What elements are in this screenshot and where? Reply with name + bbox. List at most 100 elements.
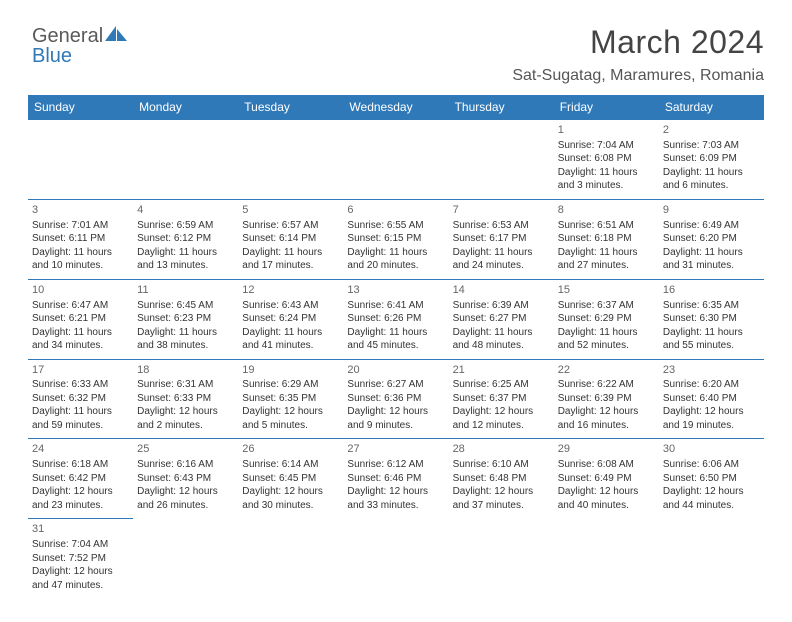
- sunset-text: Sunset: 6:42 PM: [32, 472, 129, 486]
- day-number: 16: [663, 283, 760, 298]
- sunrise-text: Sunrise: 6:35 AM: [663, 299, 760, 313]
- weekday-header: Sunday: [28, 95, 133, 120]
- sunset-text: Sunset: 6:35 PM: [242, 392, 339, 406]
- calendar-day-cell: [343, 120, 448, 200]
- day-number: 14: [453, 283, 550, 298]
- sunrise-text: Sunrise: 6:37 AM: [558, 299, 655, 313]
- day-number: 12: [242, 283, 339, 298]
- daylight-text: Daylight: 12 hours and 2 minutes.: [137, 405, 234, 432]
- sunrise-text: Sunrise: 7:04 AM: [558, 139, 655, 153]
- sunset-text: Sunset: 6:20 PM: [663, 232, 760, 246]
- daylight-text: Daylight: 12 hours and 37 minutes.: [453, 485, 550, 512]
- daylight-text: Daylight: 11 hours and 59 minutes.: [32, 405, 129, 432]
- day-number: 10: [32, 283, 129, 298]
- weekday-header: Monday: [133, 95, 238, 120]
- daylight-text: Daylight: 12 hours and 47 minutes.: [32, 565, 129, 592]
- calendar-day-cell: 8Sunrise: 6:51 AMSunset: 6:18 PMDaylight…: [554, 199, 659, 279]
- calendar-day-cell: 23Sunrise: 6:20 AMSunset: 6:40 PMDayligh…: [659, 359, 764, 439]
- day-number: 15: [558, 283, 655, 298]
- day-number: 13: [347, 283, 444, 298]
- weekday-header: Thursday: [449, 95, 554, 120]
- weekday-header: Wednesday: [343, 95, 448, 120]
- daylight-text: Daylight: 11 hours and 34 minutes.: [32, 326, 129, 353]
- sunset-text: Sunset: 6:12 PM: [137, 232, 234, 246]
- sunset-text: Sunset: 6:18 PM: [558, 232, 655, 246]
- day-number: 18: [137, 363, 234, 378]
- sunrise-text: Sunrise: 6:33 AM: [32, 378, 129, 392]
- calendar-table: SundayMondayTuesdayWednesdayThursdayFrid…: [28, 95, 764, 598]
- sunrise-text: Sunrise: 6:39 AM: [453, 299, 550, 313]
- daylight-text: Daylight: 11 hours and 31 minutes.: [663, 246, 760, 273]
- sunrise-text: Sunrise: 6:41 AM: [347, 299, 444, 313]
- sunset-text: Sunset: 6:46 PM: [347, 472, 444, 486]
- sunset-text: Sunset: 6:40 PM: [663, 392, 760, 406]
- sunset-text: Sunset: 6:08 PM: [558, 152, 655, 166]
- sunrise-text: Sunrise: 7:04 AM: [32, 538, 129, 552]
- sunset-text: Sunset: 6:27 PM: [453, 312, 550, 326]
- sunrise-text: Sunrise: 6:59 AM: [137, 219, 234, 233]
- calendar-day-cell: [238, 519, 343, 598]
- calendar-day-cell: 11Sunrise: 6:45 AMSunset: 6:23 PMDayligh…: [133, 279, 238, 359]
- day-number: 28: [453, 442, 550, 457]
- calendar-day-cell: [238, 120, 343, 200]
- sunset-text: Sunset: 6:15 PM: [347, 232, 444, 246]
- weekday-header: Saturday: [659, 95, 764, 120]
- logo-part2: Blue: [32, 45, 72, 67]
- sunset-text: Sunset: 6:09 PM: [663, 152, 760, 166]
- location-subtitle: Sat-Sugatag, Maramures, Romania: [28, 67, 764, 85]
- calendar-day-cell: 3Sunrise: 7:01 AMSunset: 6:11 PMDaylight…: [28, 199, 133, 279]
- day-number: 22: [558, 363, 655, 378]
- daylight-text: Daylight: 11 hours and 3 minutes.: [558, 166, 655, 193]
- sunset-text: Sunset: 6:11 PM: [32, 232, 129, 246]
- header: March 2024 Sat-Sugatag, Maramures, Roman…: [28, 24, 764, 85]
- sunrise-text: Sunrise: 6:25 AM: [453, 378, 550, 392]
- sunset-text: Sunset: 6:43 PM: [137, 472, 234, 486]
- calendar-day-cell: 4Sunrise: 6:59 AMSunset: 6:12 PMDaylight…: [133, 199, 238, 279]
- calendar-day-cell: 7Sunrise: 6:53 AMSunset: 6:17 PMDaylight…: [449, 199, 554, 279]
- sunset-text: Sunset: 6:45 PM: [242, 472, 339, 486]
- daylight-text: Daylight: 11 hours and 52 minutes.: [558, 326, 655, 353]
- day-number: 9: [663, 203, 760, 218]
- calendar-day-cell: 1Sunrise: 7:04 AMSunset: 6:08 PMDaylight…: [554, 120, 659, 200]
- daylight-text: Daylight: 11 hours and 17 minutes.: [242, 246, 339, 273]
- daylight-text: Daylight: 11 hours and 6 minutes.: [663, 166, 760, 193]
- calendar-day-cell: 16Sunrise: 6:35 AMSunset: 6:30 PMDayligh…: [659, 279, 764, 359]
- sunset-text: Sunset: 6:17 PM: [453, 232, 550, 246]
- calendar-day-cell: 22Sunrise: 6:22 AMSunset: 6:39 PMDayligh…: [554, 359, 659, 439]
- sunset-text: Sunset: 6:37 PM: [453, 392, 550, 406]
- sunset-text: Sunset: 7:52 PM: [32, 552, 129, 566]
- daylight-text: Daylight: 11 hours and 38 minutes.: [137, 326, 234, 353]
- sunrise-text: Sunrise: 6:53 AM: [453, 219, 550, 233]
- calendar-day-cell: 9Sunrise: 6:49 AMSunset: 6:20 PMDaylight…: [659, 199, 764, 279]
- sunrise-text: Sunrise: 6:22 AM: [558, 378, 655, 392]
- sunset-text: Sunset: 6:33 PM: [137, 392, 234, 406]
- daylight-text: Daylight: 11 hours and 20 minutes.: [347, 246, 444, 273]
- calendar-day-cell: 6Sunrise: 6:55 AMSunset: 6:15 PMDaylight…: [343, 199, 448, 279]
- day-number: 25: [137, 442, 234, 457]
- logo-sail-icon: [105, 25, 127, 47]
- brand-logo: GeneralBlue: [32, 26, 127, 66]
- day-number: 30: [663, 442, 760, 457]
- day-number: 8: [558, 203, 655, 218]
- sunset-text: Sunset: 6:24 PM: [242, 312, 339, 326]
- calendar-day-cell: [133, 519, 238, 598]
- logo-part1: General: [32, 25, 103, 47]
- calendar-day-cell: 21Sunrise: 6:25 AMSunset: 6:37 PMDayligh…: [449, 359, 554, 439]
- sunset-text: Sunset: 6:23 PM: [137, 312, 234, 326]
- day-number: 19: [242, 363, 339, 378]
- sunrise-text: Sunrise: 6:08 AM: [558, 458, 655, 472]
- day-number: 31: [32, 522, 129, 537]
- sunset-text: Sunset: 6:39 PM: [558, 392, 655, 406]
- daylight-text: Daylight: 12 hours and 9 minutes.: [347, 405, 444, 432]
- daylight-text: Daylight: 11 hours and 48 minutes.: [453, 326, 550, 353]
- daylight-text: Daylight: 12 hours and 12 minutes.: [453, 405, 550, 432]
- sunset-text: Sunset: 6:32 PM: [32, 392, 129, 406]
- sunset-text: Sunset: 6:14 PM: [242, 232, 339, 246]
- calendar-week-row: 1Sunrise: 7:04 AMSunset: 6:08 PMDaylight…: [28, 120, 764, 200]
- day-number: 5: [242, 203, 339, 218]
- calendar-day-cell: 12Sunrise: 6:43 AMSunset: 6:24 PMDayligh…: [238, 279, 343, 359]
- sunrise-text: Sunrise: 6:43 AM: [242, 299, 339, 313]
- day-number: 3: [32, 203, 129, 218]
- sunrise-text: Sunrise: 6:29 AM: [242, 378, 339, 392]
- page-title: March 2024: [28, 24, 764, 61]
